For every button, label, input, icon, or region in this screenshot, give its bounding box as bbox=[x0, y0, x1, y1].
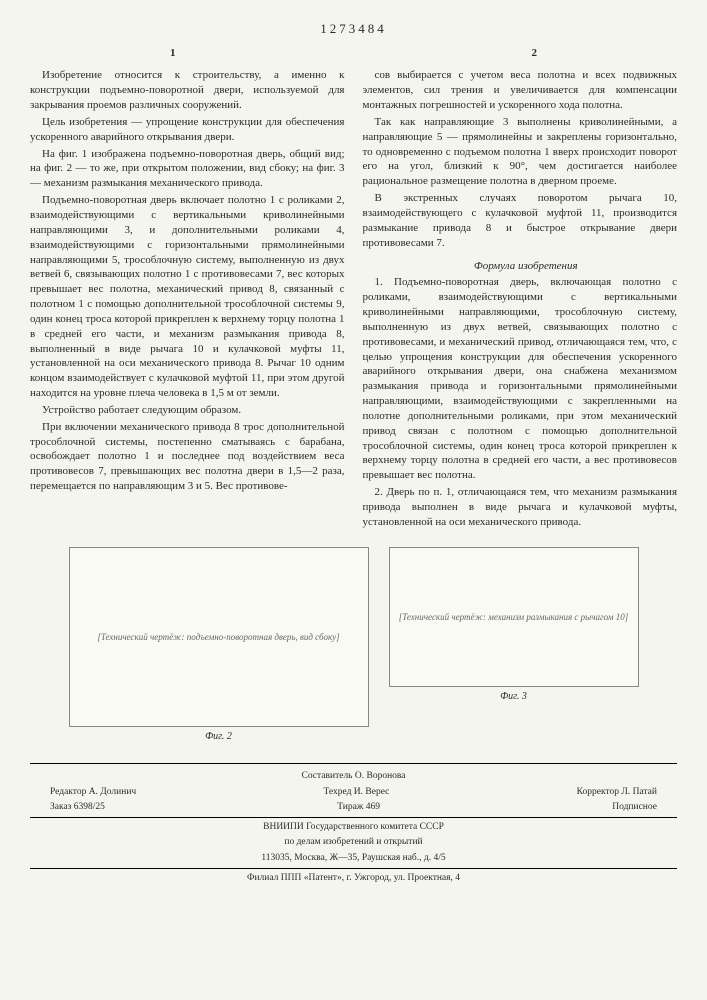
footer-order: Заказ 6398/25 bbox=[50, 801, 105, 814]
right-p5: 2. Дверь по п. 1, отличающаяся тем, что … bbox=[363, 485, 678, 530]
figure-2-label: Фиг. 2 bbox=[69, 730, 369, 744]
footer-divider-2 bbox=[30, 868, 677, 869]
footer-divider bbox=[30, 817, 677, 818]
figures-row: [Технический чертёж: подъемно-поворотная… bbox=[30, 547, 677, 744]
footer-compiler: Составитель О. Воронова bbox=[30, 770, 677, 783]
footer-tirazh: Тираж 469 bbox=[337, 801, 380, 814]
figure-2-drawing: [Технический чертёж: подъемно-поворотная… bbox=[69, 547, 369, 727]
figure-2-block: [Технический чертёж: подъемно-поворотная… bbox=[69, 547, 369, 744]
right-p4: 1. Подъемно-поворотная дверь, включающая… bbox=[363, 275, 678, 483]
left-p6: При включении механического привода 8 тр… bbox=[30, 420, 345, 494]
left-p3: На фиг. 1 изображена подъемно-поворотная… bbox=[30, 147, 345, 192]
left-p4: Подъемно-поворотная дверь включает полот… bbox=[30, 193, 345, 401]
footer-order-row: Заказ 6398/25 Тираж 469 Подписное bbox=[30, 801, 677, 814]
left-column: Изобретение относится к строительству, а… bbox=[30, 68, 345, 531]
text-columns: Изобретение относится к строительству, а… bbox=[30, 68, 677, 531]
footer-org1: ВНИИПИ Государственного комитета СССР bbox=[30, 821, 677, 834]
footer-corrector: Корректор Л. Патай bbox=[577, 786, 657, 799]
formula-title: Формула изобретения bbox=[363, 259, 678, 274]
left-p1: Изобретение относится к строительству, а… bbox=[30, 68, 345, 113]
footer-subscription: Подписное bbox=[612, 801, 657, 814]
patent-number: 1273484 bbox=[30, 20, 677, 38]
page-left: 1 bbox=[170, 46, 176, 61]
right-p3: В экстренных случаях поворотом рычага 10… bbox=[363, 191, 678, 250]
figure-3-drawing: [Технический чертёж: механизм размыкания… bbox=[389, 547, 639, 687]
footer-addr1: 113035, Москва, Ж—35, Раушская наб., д. … bbox=[30, 852, 677, 865]
left-p2: Цель изобретения — упрощение конструкции… bbox=[30, 115, 345, 145]
right-p2: Так как направляющие 3 выполнены криволи… bbox=[363, 115, 678, 189]
footer-editor: Редактор А. Долинич bbox=[50, 786, 136, 799]
footer-tech: Техред И. Верес bbox=[323, 786, 389, 799]
figure-3-block: [Технический чертёж: механизм размыкания… bbox=[389, 547, 639, 704]
footer-block: Составитель О. Воронова Редактор А. Доли… bbox=[30, 763, 677, 885]
footer-org2: по делам изобретений и открытий bbox=[30, 836, 677, 849]
footer-credits-row: Редактор А. Долинич Техред И. Верес Корр… bbox=[30, 786, 677, 799]
page-right: 2 bbox=[532, 46, 538, 61]
left-p5: Устройство работает следующим образом. bbox=[30, 403, 345, 418]
footer-addr2: Филиал ППП «Патент», г. Ужгород, ул. Про… bbox=[30, 872, 677, 885]
figure-3-label: Фиг. 3 bbox=[389, 690, 639, 704]
right-column: сов выбирается с учетом веса полотна и в… bbox=[363, 68, 678, 531]
right-p1: сов выбирается с учетом веса полотна и в… bbox=[363, 68, 678, 113]
page-numbers: 1 2 bbox=[30, 46, 677, 61]
